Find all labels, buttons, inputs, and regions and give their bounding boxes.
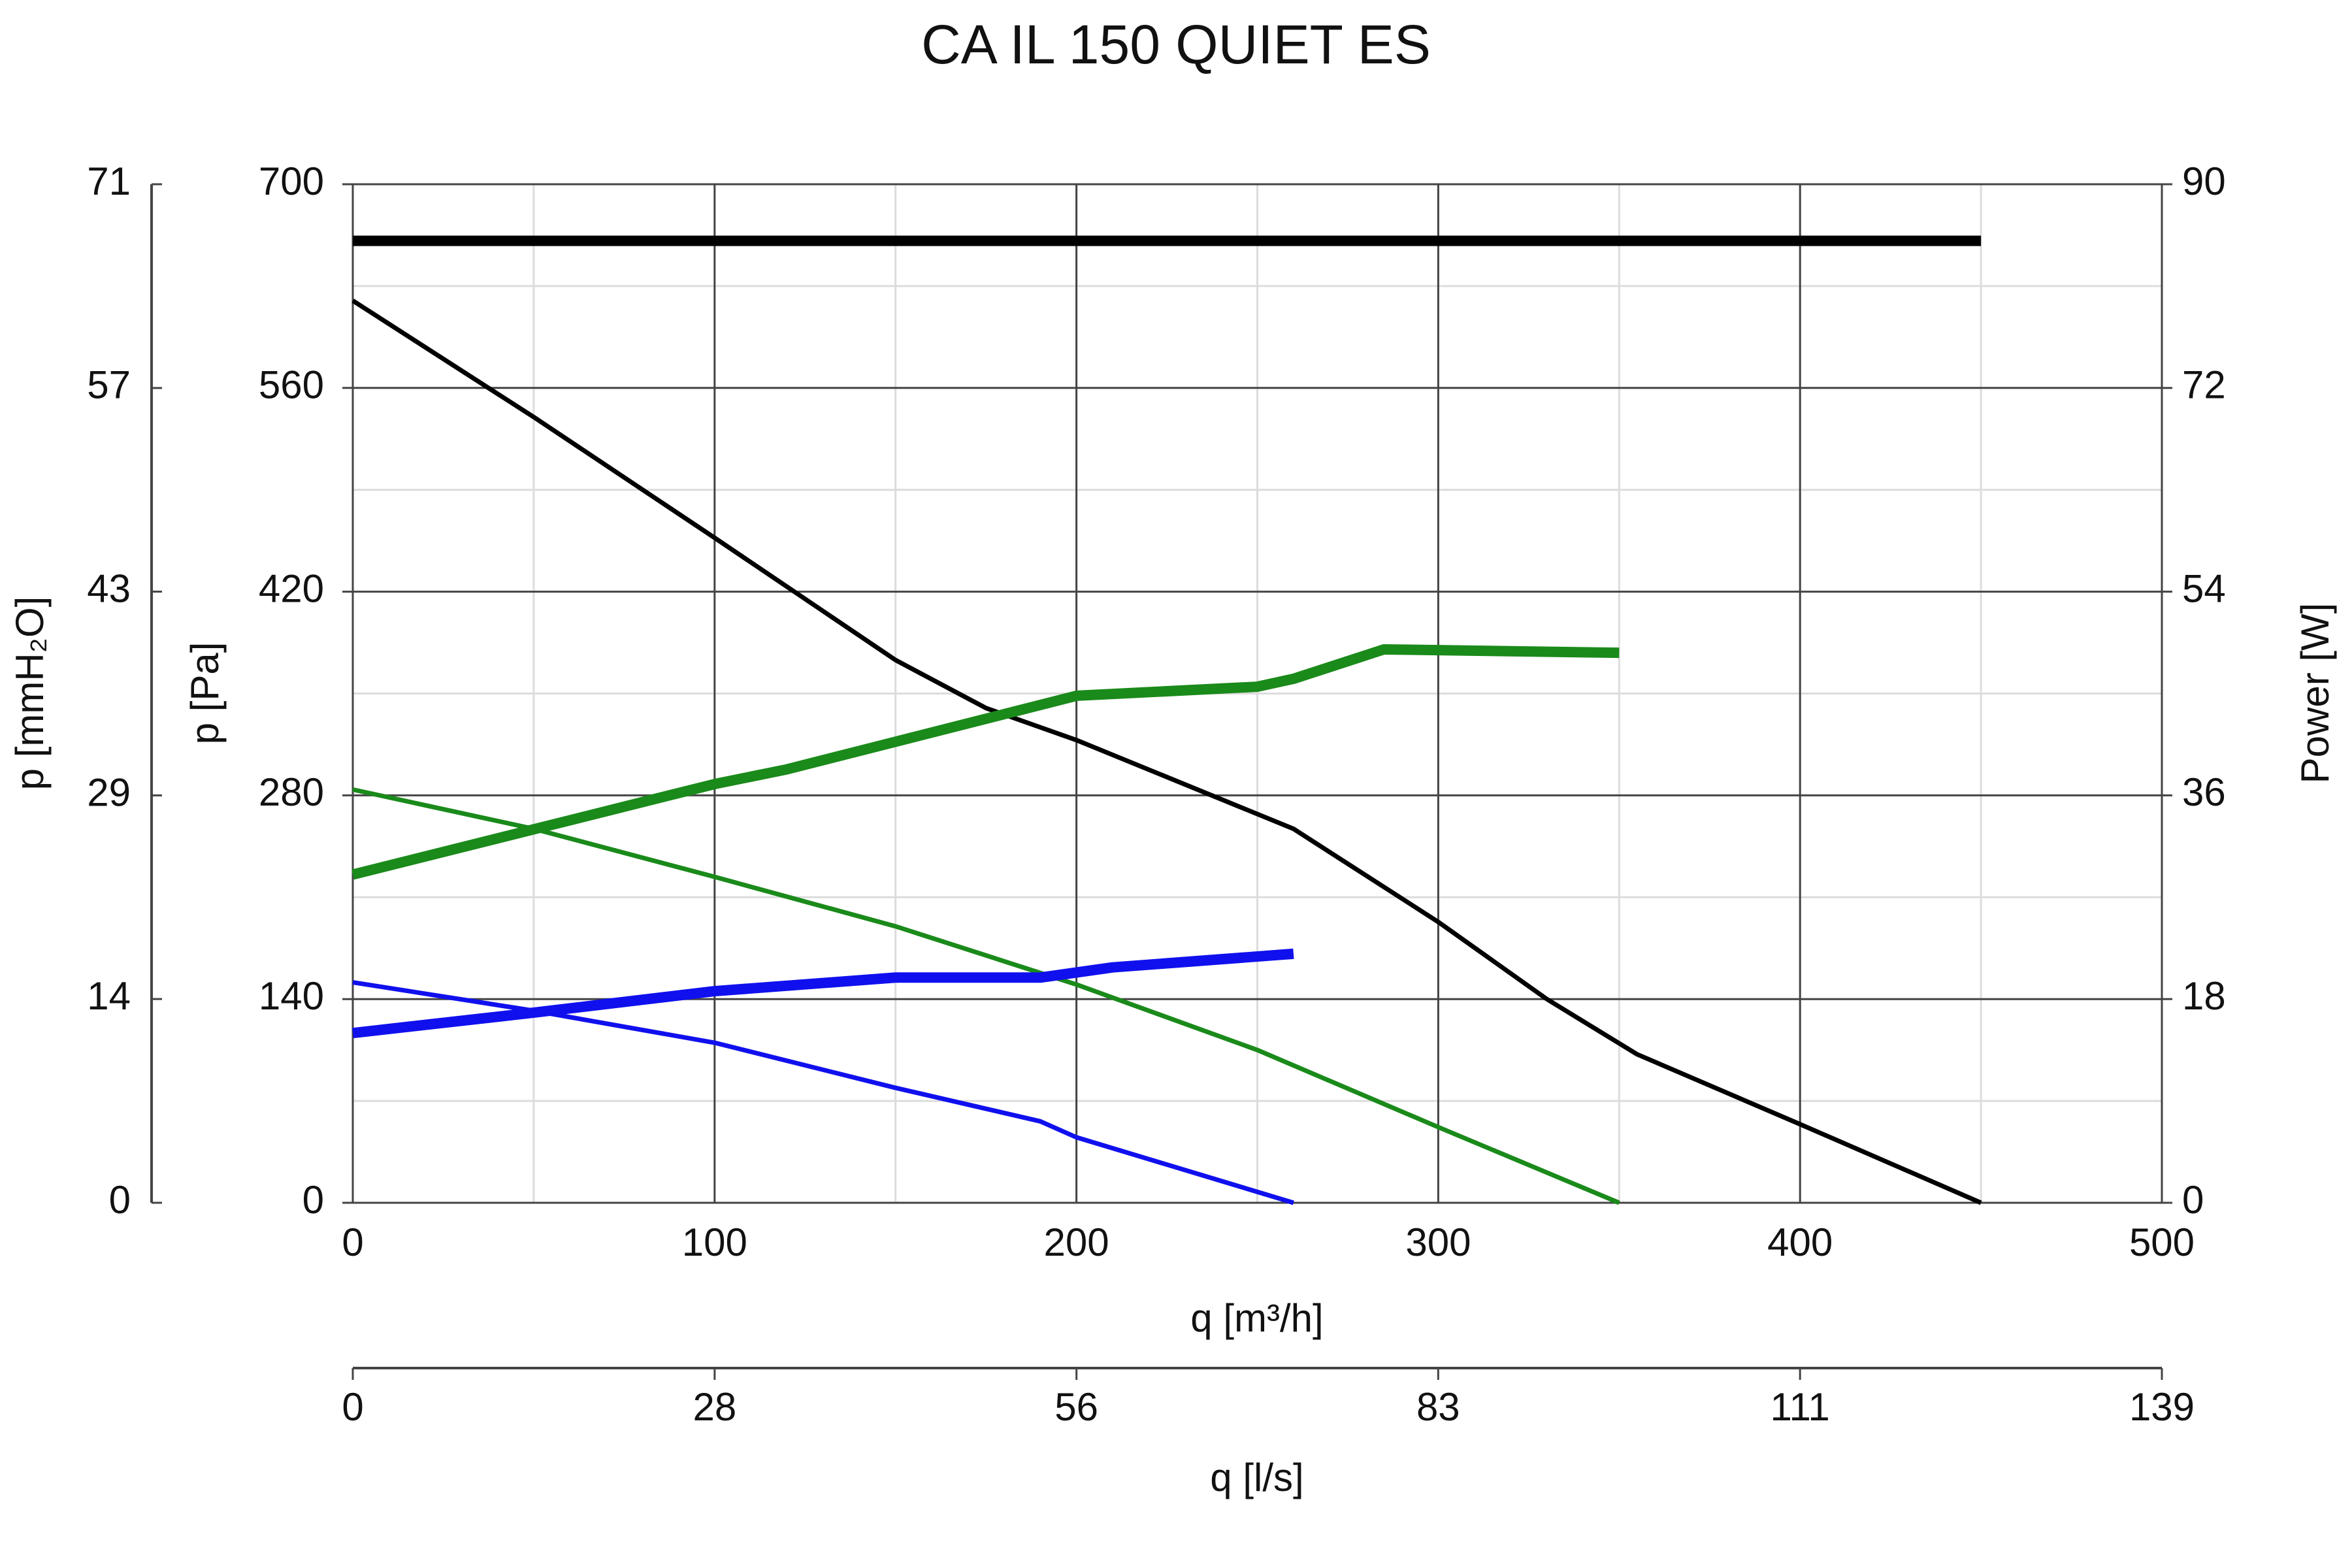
power-curve [351,644,1620,880]
y-tick-label: 420 [259,566,324,610]
y3-axis-label: p [mmH₂O] [8,596,52,791]
x2-tick-label: 56 [1054,1385,1098,1429]
y2-tick-label: 90 [2182,159,2226,203]
y2-axis-label: Power [W] [2293,603,2337,784]
x2-axis-label: q [l/s] [1210,1456,1303,1499]
y-tick-label: 700 [259,159,324,203]
x-tick-label: 200 [1044,1220,1109,1264]
x-tick-label: 300 [1405,1220,1471,1264]
y3-tick-label: 57 [87,363,131,407]
x2-tick-label: 83 [1416,1385,1460,1429]
y-tick-label: 280 [259,770,324,814]
pressure-curve [352,787,1620,1205]
x-axis-label: q [m³/h] [1190,1296,1323,1340]
y-tick-label: 140 [259,974,324,1018]
x-tick-label: 100 [682,1220,747,1264]
y3-tick-label: 43 [87,566,131,610]
y3-tick-label: 29 [87,770,131,814]
y3-tick-label: 71 [87,159,131,203]
pressure-curve [351,299,1982,1205]
y2-tick-label: 72 [2182,363,2226,407]
x2-tick-label: 28 [693,1385,736,1429]
y3-tick-label: 14 [87,974,131,1018]
y2-tick-label: 18 [2182,974,2226,1018]
y-axis-label: p [Pa] [183,642,227,745]
y-tick-label: 560 [259,363,324,407]
x2-tick-label: 0 [342,1385,363,1429]
x-tick-label: 400 [1767,1220,1833,1264]
y-tick-label: 0 [302,1178,324,1222]
y2-tick-label: 36 [2182,770,2226,814]
power-curve [352,948,1294,1039]
x-tick-label: 0 [342,1220,363,1264]
chart-title: CA IL 150 QUIET ES [921,14,1431,75]
y3-tick-label: 0 [109,1178,131,1222]
x-tick-label: 500 [2129,1220,2195,1264]
x2-tick-label: 111 [1771,1385,1830,1429]
x2-tick-label: 139 [2129,1385,2195,1429]
y2-tick-label: 0 [2182,1178,2204,1222]
y2-tick-label: 54 [2182,566,2226,610]
